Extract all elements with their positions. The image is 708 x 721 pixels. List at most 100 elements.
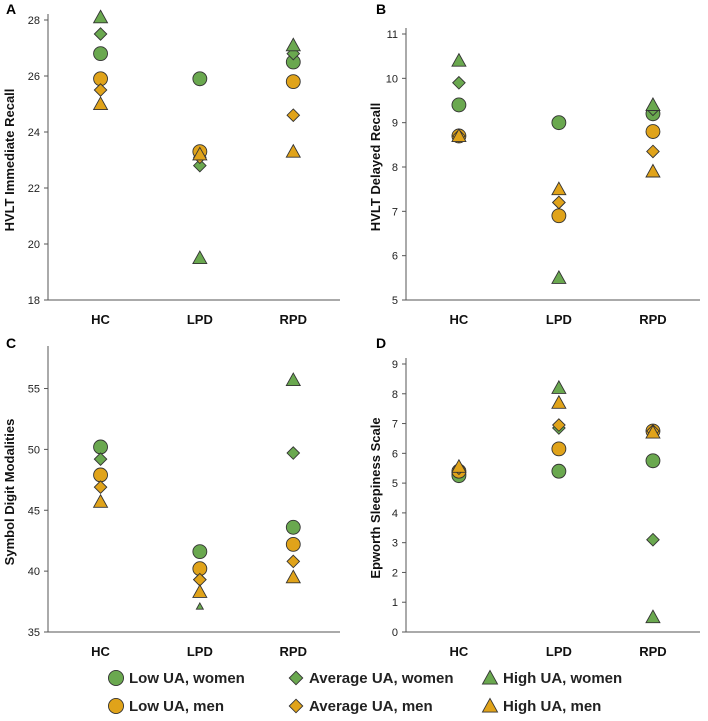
y-axis-label: HVLT Immediate Recall	[2, 89, 17, 232]
y-axis-label: Epworth Sleepiness Scale	[368, 417, 383, 578]
data-point-average-ua-women	[452, 75, 466, 90]
legend-label: Low UA, men	[129, 698, 224, 715]
data-point-low-ua-women	[93, 439, 108, 455]
x-category-label: RPD	[280, 644, 307, 659]
y-tick-label: 4	[392, 508, 398, 520]
y-tick-label: 18	[28, 295, 40, 307]
data-point-high-ua-men	[92, 96, 109, 111]
data-point-low-ua-women	[551, 115, 567, 131]
legend-item: Low UA, women	[108, 670, 245, 687]
legend-label: Average UA, men	[309, 698, 433, 715]
panel-letter: A	[6, 1, 16, 17]
x-category-label: RPD	[639, 312, 666, 327]
y-tick-label: 11	[387, 29, 398, 41]
x-category-label: LPD	[546, 644, 572, 659]
legend-marker-diamond	[288, 698, 304, 714]
data-point-average-ua-women	[192, 158, 207, 173]
data-point-high-ua-men	[192, 583, 208, 598]
legend-label: Low UA, women	[129, 670, 245, 687]
data-point-high-ua-men	[451, 128, 467, 142]
data-point-high-ua-women	[195, 602, 205, 610]
y-tick-label: 40	[28, 566, 40, 578]
legend-marker-triangle	[481, 669, 499, 685]
legend-label: Average UA, women	[309, 670, 454, 687]
data-point-average-ua-men	[286, 554, 301, 569]
legend-marker-triangle	[481, 697, 499, 713]
y-tick-label: 7	[392, 206, 398, 218]
data-point-high-ua-women	[551, 269, 567, 284]
data-point-high-ua-women	[551, 379, 567, 394]
y-tick-label: 10	[386, 73, 398, 85]
data-point-high-ua-men	[551, 181, 567, 196]
data-point-high-ua-men	[92, 493, 109, 508]
data-point-low-ua-men	[551, 208, 567, 224]
y-tick-label: 2	[392, 567, 398, 579]
y-tick-label: 22	[28, 183, 40, 195]
x-category-label: HC	[91, 312, 110, 327]
data-point-low-ua-women	[285, 519, 301, 535]
y-tick-label: 8	[392, 389, 398, 401]
y-tick-label: 9	[392, 118, 398, 130]
data-point-high-ua-men	[285, 569, 302, 584]
data-point-low-ua-women	[451, 97, 467, 113]
data-point-average-ua-men	[646, 144, 660, 159]
x-category-label: RPD	[280, 312, 307, 327]
y-tick-label: 8	[392, 162, 398, 174]
legend-label: High UA, women	[503, 670, 622, 687]
panel-letter: B	[376, 1, 386, 17]
y-tick-label: 7	[392, 419, 398, 431]
data-point-high-ua-women	[645, 97, 661, 111]
y-tick-label: 24	[28, 127, 40, 139]
y-tick-label: 28	[28, 15, 40, 27]
data-point-high-ua-women	[192, 250, 208, 265]
y-tick-label: 6	[392, 251, 398, 263]
legend-item: High UA, women	[481, 669, 622, 687]
data-point-average-ua-women	[286, 446, 301, 460]
panel-d: D 0 1 2 3 4 5 6 7 8 9 HC LPD RPD Epworth Sleepiness Sc…	[368, 335, 700, 659]
data-point-low-ua-women	[192, 544, 208, 560]
y-tick-label: 20	[28, 239, 40, 251]
panel-a: A 18 20 22 24 26 28 HC LPD RPD HVLT Immediate Reca…	[2, 1, 340, 327]
y-tick-label: 35	[28, 627, 40, 639]
y-tick-label: 6	[392, 448, 398, 460]
data-point-high-ua-men	[285, 143, 302, 158]
y-tick-label: 5	[392, 478, 398, 490]
data-point-average-ua-men	[286, 108, 301, 123]
legend-item: High UA, men	[481, 697, 601, 715]
data-point-low-ua-women	[645, 453, 661, 469]
data-point-high-ua-women	[285, 372, 302, 387]
data-point-low-ua-men	[285, 536, 301, 552]
y-tick-label: 5	[392, 295, 398, 307]
panel-letter: D	[376, 335, 386, 351]
panel-letter: C	[6, 335, 16, 351]
x-category-label: HC	[91, 644, 110, 659]
data-point-low-ua-women	[192, 71, 208, 87]
y-tick-label: 50	[28, 444, 40, 456]
x-category-label: RPD	[639, 644, 666, 659]
y-tick-label: 55	[28, 384, 40, 396]
data-point-high-ua-women	[645, 609, 661, 624]
data-point-high-ua-women	[92, 9, 109, 24]
legend: Low UA, women Average UA, women High UA, w…	[108, 669, 622, 715]
data-point-high-ua-men	[645, 424, 661, 439]
legend-marker-diamond	[288, 670, 304, 686]
legend-marker-circle	[108, 698, 124, 714]
data-point-low-ua-women	[93, 46, 108, 62]
legend-marker-circle	[108, 670, 124, 686]
legend-label: High UA, men	[503, 698, 601, 715]
y-tick-label: 45	[28, 505, 40, 517]
data-point-average-ua-men	[93, 480, 108, 495]
legend-item: Average UA, women	[288, 670, 454, 687]
y-axis-label: Symbol Digit Modalities	[2, 419, 17, 566]
data-point-average-ua-women	[93, 27, 108, 41]
y-axis-label: HVLT Delayed Recall	[368, 103, 383, 231]
data-point-low-ua-men	[285, 74, 301, 90]
panel-b: B 5 6 7 8 9 10 11 HC LPD RPD HVLT Delayed Recall	[368, 1, 700, 327]
data-point-high-ua-women	[451, 52, 467, 67]
data-point-high-ua-men	[451, 458, 467, 473]
x-category-label: HC	[450, 644, 469, 659]
legend-item: Average UA, men	[288, 698, 433, 715]
x-category-label: LPD	[187, 644, 213, 659]
data-point-low-ua-men	[93, 467, 108, 483]
